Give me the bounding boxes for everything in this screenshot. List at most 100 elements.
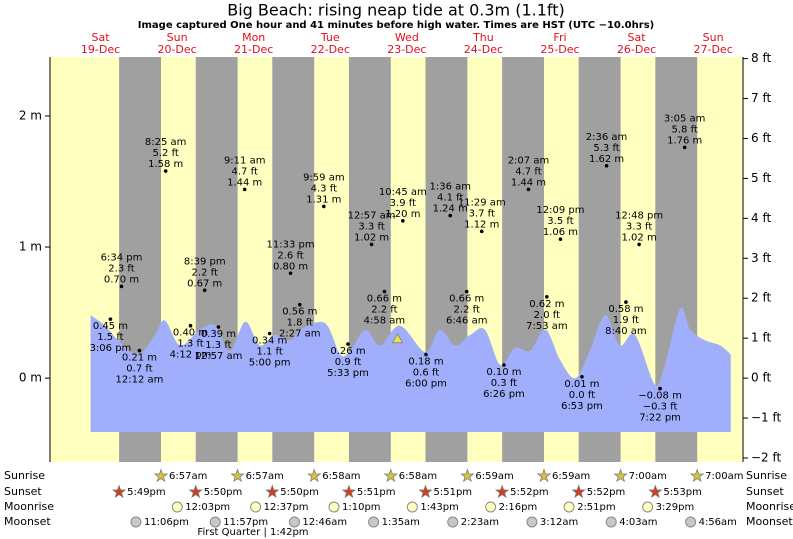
tide-extreme-label: 12:57 am	[348, 210, 396, 221]
tide-extreme-label: 1.06 m	[543, 227, 578, 238]
tide-extreme-label: 3.9 ft	[390, 198, 416, 209]
tide-extreme-label: 1.9 ft	[613, 315, 639, 326]
tide-extreme-dot	[558, 237, 563, 241]
chart-title: Big Beach: rising neap tide at 0.3m (1.1…	[227, 1, 565, 20]
moonrise-time: 12:37pm	[264, 502, 309, 513]
tide-extreme-dot	[526, 187, 531, 192]
tide-extreme-label: 10:45 am	[379, 187, 427, 198]
day-date: 27-Dec	[694, 43, 733, 56]
tide-extreme-label: 0.10 m	[486, 367, 521, 378]
tide-extreme-label: 3:05 am	[664, 113, 706, 124]
tide-extreme-label: 1.3 ft	[205, 340, 231, 351]
day-weekday: Thu	[472, 31, 494, 44]
moonrise-time: 2:51pm	[577, 502, 616, 513]
sunset-icon	[494, 484, 510, 499]
tide-extreme-label: 0.80 m	[273, 261, 308, 272]
tide-extreme-label: 2.2 ft	[454, 305, 480, 316]
y2-tick-label: −2 ft	[751, 451, 782, 465]
tide-extreme-dot	[502, 363, 506, 367]
y2-tick-label: 2 ft	[751, 291, 771, 305]
tide-extreme-label: 1.1 ft	[256, 347, 282, 358]
moonrise-icon	[328, 501, 340, 513]
day-weekday: Sun	[167, 31, 188, 44]
sunset-time: 5:50pm	[204, 487, 243, 498]
tide-extreme-label: 4.7 ft	[232, 166, 258, 177]
moonset-time: 12:46am	[302, 517, 347, 528]
tide-extreme-label: 0.62 m	[529, 299, 564, 310]
day-weekday: Wed	[395, 31, 419, 44]
moonrise-time: 1:10pm	[342, 502, 381, 513]
day-weekday: Sat	[92, 31, 111, 44]
tide-extreme-label: 11:29 am	[458, 197, 506, 208]
tide-extreme-label: 3.3 ft	[358, 221, 384, 232]
sunrise-time: 6:57am	[169, 471, 207, 482]
sunrise-icon	[153, 468, 169, 483]
tide-extreme-dot	[242, 187, 247, 192]
tide-extreme-dot	[119, 284, 124, 289]
sunrise-icon	[230, 468, 245, 483]
sunset-time: 5:52pm	[510, 487, 549, 498]
tide-extreme-label: 1.44 m	[227, 177, 262, 188]
moonset-icon	[526, 516, 538, 528]
tide-extreme-label: 0.58 m	[608, 304, 643, 315]
tide-extreme-label: 3:06 pm	[90, 343, 132, 354]
tide-extreme-dot	[163, 169, 168, 173]
tide-extreme-label: 3.3 ft	[626, 221, 652, 232]
sunset-icon	[188, 484, 203, 499]
tide-extreme-label: 8:25 am	[145, 137, 187, 148]
tide-extreme-label: 6:34 pm	[101, 252, 143, 263]
y2-tick-label: 7 ft	[751, 91, 771, 105]
sunrise-time: 7:00am	[705, 471, 743, 482]
tide-extreme-label: 6:46 am	[446, 316, 488, 327]
day-weekday: Sat	[628, 31, 647, 44]
sunrise-time: 6:57am	[246, 471, 284, 482]
day-date: 23-Dec	[387, 43, 426, 56]
sunrise-icon	[460, 468, 475, 483]
tide-extreme-label: 12:09 pm	[536, 205, 584, 216]
moonset-icon	[685, 516, 697, 528]
tide-extreme-dot	[464, 289, 469, 294]
day-date: 21-Dec	[234, 43, 273, 56]
moonrise-time: 1:43pm	[420, 502, 459, 513]
tide-extreme-dot	[369, 242, 374, 247]
day-date: 20-Dec	[157, 43, 196, 56]
sunrise-time: 6:59am	[552, 471, 590, 482]
y2-tick-label: 5 ft	[751, 171, 771, 185]
tide-extreme-label: 2:27 am	[279, 329, 321, 340]
tide-extreme-dot	[479, 229, 484, 234]
tide-extreme-label: 5:00 pm	[249, 358, 291, 369]
sunset-icon	[341, 484, 357, 499]
tide-extreme-label: 2:07 am	[508, 155, 550, 166]
tide-extreme-label: 4.1 ft	[437, 193, 463, 204]
tide-extreme-label: 5.3 ft	[593, 143, 619, 154]
tide-extreme-label: 1.76 m	[667, 135, 702, 146]
moonset-icon	[130, 516, 142, 528]
tide-extreme-label: 0.3 ft	[491, 378, 517, 389]
sunset-icon	[418, 484, 433, 499]
tide-extreme-label: 6:26 pm	[483, 389, 525, 400]
tide-extreme-label: −0.08 m	[638, 391, 682, 402]
tide-extreme-label: 0.9 ft	[335, 357, 361, 368]
sunset-icon	[648, 484, 663, 499]
tide-extreme-dot	[424, 352, 428, 357]
day-weekday: Tue	[320, 31, 340, 44]
tide-extreme-label: 6:00 pm	[405, 379, 447, 390]
chart-subtitle: Image captured One hour and 41 minutes b…	[138, 20, 654, 31]
tide-extreme-label: 0.67 m	[187, 278, 222, 289]
day-weekday: Mon	[242, 31, 265, 44]
moon-phase: First Quarter | 1:42pm	[197, 527, 308, 538]
tide-extreme-dot	[108, 317, 113, 321]
row-label: Moonset	[746, 515, 793, 528]
tide-extreme-label: 4:58 am	[364, 316, 406, 327]
day-date: 26-Dec	[617, 43, 656, 56]
moonset-time: 3:12am	[540, 517, 578, 528]
row-label: Sunset	[746, 485, 784, 498]
day-weekday: Fri	[553, 31, 566, 44]
tide-extreme-label: 1.02 m	[354, 232, 389, 243]
tide-extreme-dot	[188, 323, 193, 328]
moonset-time: 11:06pm	[144, 517, 189, 528]
tide-extreme-dot	[137, 348, 142, 353]
tide-extreme-label: 1.3 ft	[177, 339, 203, 350]
sunrise-time: 6:59am	[475, 471, 513, 482]
tide-extreme-label: 2.0 ft	[534, 310, 560, 321]
